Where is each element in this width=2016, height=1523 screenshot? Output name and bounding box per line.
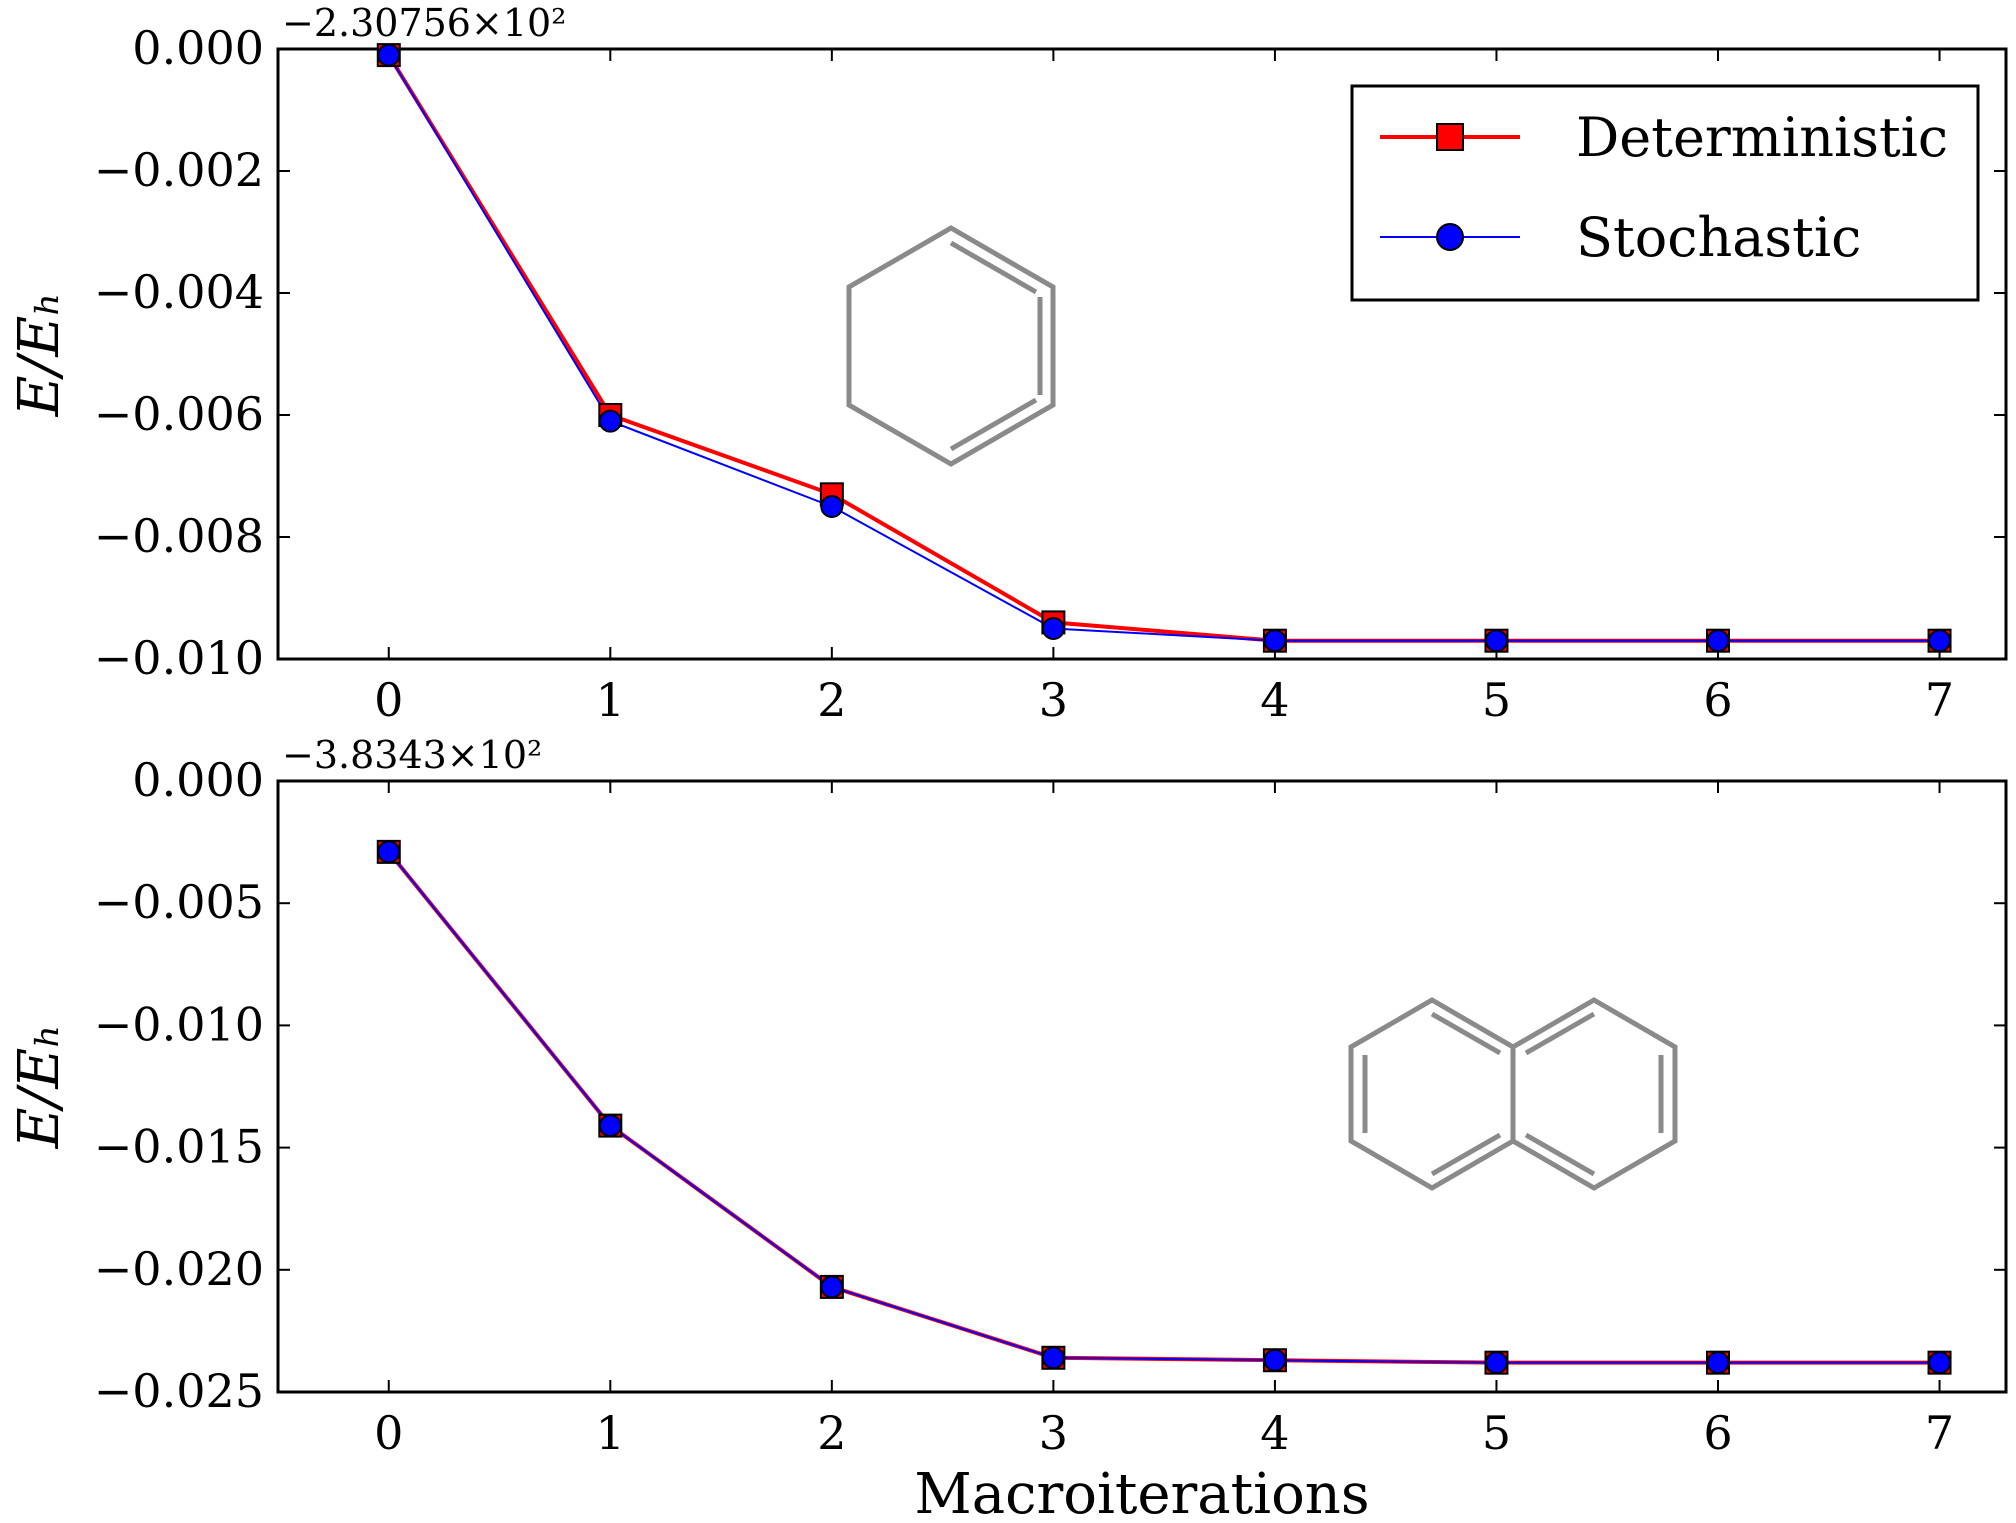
data-point-stochastic (1263, 629, 1287, 653)
y-offset-label: −2.30756×10² (282, 1, 566, 45)
y-tick-label: 0.000 (132, 21, 264, 75)
benzene-energy-panel: −2.30756×10² E/Eₕ 0.000 −0.002 −0.004 −0.00… (7, 1, 2008, 727)
series-layer (376, 43, 1952, 653)
y-ticks: 0.000 −0.002 −0.004 −0.006 −0.008 −0.010 (94, 21, 2006, 685)
x-tick-label: 7 (1925, 673, 1954, 727)
x-ticks: 0 1 2 3 4 5 6 7 (374, 781, 1954, 1460)
x-tick-label: 1 (596, 1406, 625, 1460)
x-tick-label: 5 (1482, 1406, 1511, 1460)
x-tick-label: 0 (374, 1406, 403, 1460)
y-offset-label: −3.8343×10² (282, 733, 542, 777)
y-tick-label: −0.005 (94, 875, 264, 929)
y-tick-label: 0.000 (132, 753, 264, 807)
data-point-stochastic (1041, 617, 1065, 640)
data-point-stochastic (1928, 1351, 1952, 1375)
data-point-stochastic (1263, 1348, 1287, 1372)
y-axis-label: E/Eₕ (7, 292, 72, 418)
y-axis-label: E/Eₕ (7, 1024, 72, 1150)
x-tick-label: 2 (817, 1406, 846, 1460)
legend-frame (1350, 84, 1980, 302)
y-tick-label: −0.004 (94, 265, 264, 319)
data-point-stochastic (598, 1114, 622, 1138)
data-point-stochastic (1484, 1351, 1508, 1375)
data-point-stochastic (1706, 1351, 1730, 1375)
y-tick-label: −0.008 (94, 509, 264, 563)
legend-label-stochastic: Stochastic (1576, 206, 1861, 269)
data-point-stochastic (1041, 1346, 1065, 1370)
x-tick-label: 3 (1039, 1406, 1068, 1460)
plot-frame (276, 47, 2008, 661)
y-tick-label: −0.025 (94, 1364, 264, 1418)
series-line-stochastic (387, 851, 1940, 1364)
y-tick-label: −0.006 (94, 387, 264, 441)
x-tick-label: 6 (1703, 673, 1732, 727)
x-tick-label: 7 (1925, 1406, 1954, 1460)
plot-frame (276, 779, 2008, 1394)
x-ticks: 0 1 2 3 4 5 6 7 (374, 49, 1954, 727)
series-line-deterministic (387, 850, 1940, 1365)
legend-marker-deterministic (1436, 123, 1464, 151)
x-tick-label: 1 (596, 673, 625, 727)
naphthalene-energy-panel: −3.8343×10² E/Eₕ Macroiterations 0.000 −0… (7, 733, 2008, 1523)
x-tick-label: 3 (1039, 673, 1068, 727)
x-axis-label: Macroiterations (914, 1462, 1369, 1523)
y-tick-label: −0.020 (94, 1242, 264, 1296)
data-point-stochastic (1928, 629, 1952, 653)
naphthalene-structure (1348, 997, 1678, 1191)
data-point-stochastic (598, 409, 622, 433)
x-tick-label: 4 (1260, 673, 1289, 727)
x-tick-label: 4 (1260, 1406, 1289, 1460)
y-tick-label: −0.015 (94, 1120, 264, 1174)
x-tick-label: 2 (817, 673, 846, 727)
series-layer (376, 839, 1952, 1375)
y-tick-label: −0.010 (94, 631, 264, 685)
data-point-stochastic (377, 43, 401, 67)
y-tick-label: −0.002 (94, 143, 264, 197)
series-line-stochastic (387, 54, 1940, 642)
legend: Deterministic Stochastic (1350, 84, 1980, 302)
y-tick-label: −0.010 (94, 997, 264, 1051)
data-point-stochastic (377, 840, 401, 864)
benzene-structure (846, 225, 1056, 467)
y-ticks: 0.000 −0.005 −0.010 −0.015 −0.020 −0.025 (94, 753, 2006, 1418)
legend-marker-stochastic (1436, 223, 1464, 251)
data-point-stochastic (1484, 629, 1508, 653)
x-tick-label: 6 (1703, 1406, 1732, 1460)
data-point-stochastic (1706, 629, 1730, 653)
data-point-stochastic (820, 1275, 844, 1299)
x-tick-label: 5 (1482, 673, 1511, 727)
x-tick-label: 0 (374, 673, 403, 727)
data-point-stochastic (820, 495, 844, 518)
legend-label-deterministic: Deterministic (1576, 106, 1948, 169)
